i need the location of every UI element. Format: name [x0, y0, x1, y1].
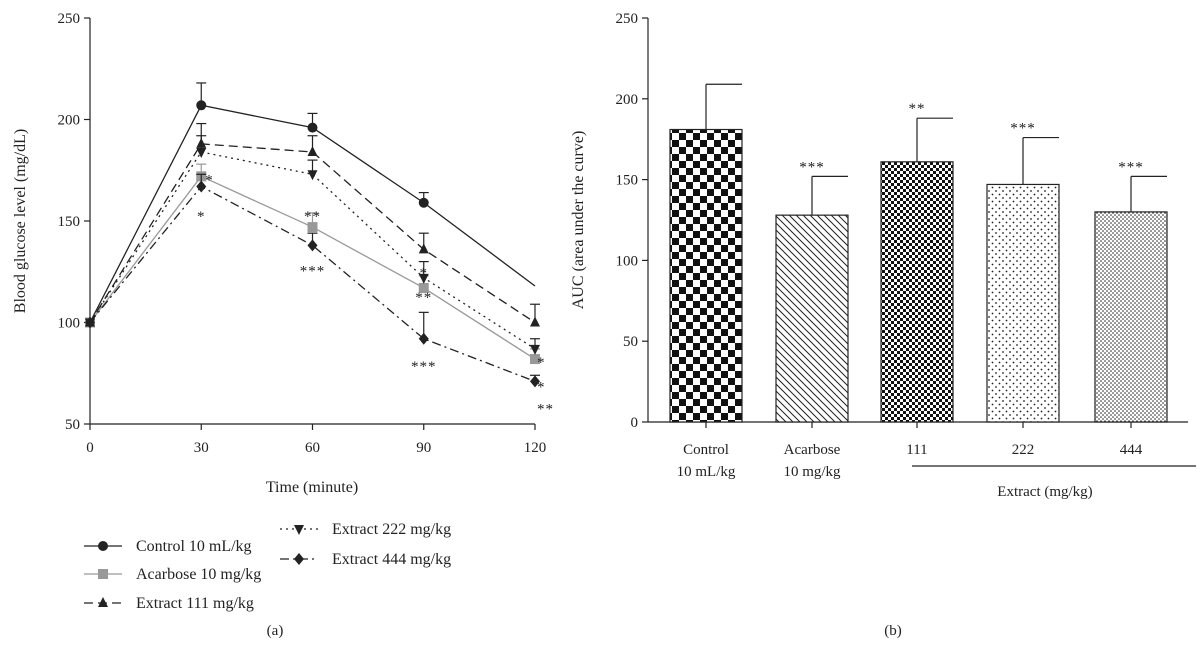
significance-label: *	[537, 355, 546, 371]
legend-label: Extract 111 mg/kg	[136, 595, 254, 612]
y-tick-label: 250	[616, 11, 639, 27]
significance-label: *	[420, 266, 429, 282]
y-tick-label: 150	[616, 173, 639, 189]
bar-group: ***	[775, 159, 849, 423]
series-circle	[85, 82, 536, 328]
bar	[986, 183, 1060, 423]
legend-item: Control 10 mL/kg	[84, 538, 252, 555]
significance-label: ***	[1010, 121, 1036, 137]
significance-label: **	[304, 209, 321, 225]
legend-label: Acarbose 10 mg/kg	[136, 566, 261, 583]
x-tick-label: 0	[86, 440, 94, 456]
legend-label: Extract 222 mg/kg	[332, 521, 451, 538]
data-point	[530, 316, 540, 327]
data-point	[307, 122, 318, 133]
data-point	[196, 147, 207, 158]
bar-group: ***	[1094, 159, 1168, 423]
data-point	[418, 282, 429, 293]
legend-item: Extract 222 mg/kg	[280, 521, 451, 538]
legend-marker	[294, 525, 304, 535]
bar	[775, 214, 849, 423]
panel-label-b: (b)	[884, 623, 902, 639]
y-tick-label: 50	[65, 417, 80, 433]
x-tick-label: 10 mL/kg	[677, 464, 736, 480]
legend-item: Acarbose 10 mg/kg	[84, 566, 261, 583]
legend-label: Control 10 mL/kg	[136, 538, 252, 555]
y-tick-label: 150	[58, 214, 81, 230]
x-tick-label: 30	[194, 440, 209, 456]
significance-label: ***	[411, 359, 437, 375]
x-axis-label: Time (minute)	[266, 479, 358, 496]
data-point	[307, 222, 318, 233]
data-point	[307, 239, 318, 252]
significance-label: **	[537, 402, 554, 418]
data-point	[530, 344, 540, 355]
y-tick-label: 100	[58, 316, 81, 332]
y-tick-label: 50	[623, 334, 638, 350]
data-point	[307, 145, 318, 156]
series-diamond	[85, 173, 540, 388]
legend-marker	[294, 553, 304, 565]
data-point	[85, 316, 95, 329]
x-tick-label: 120	[524, 440, 547, 456]
x-tick-label: 10 mg/kg	[783, 464, 841, 480]
bar	[880, 161, 954, 423]
y-tick-label: 200	[58, 113, 81, 129]
panel-label-a: (a)	[267, 623, 284, 639]
significance-label: **	[415, 290, 432, 306]
data-point	[196, 180, 207, 193]
legend-marker	[98, 569, 108, 579]
y-axis-label: AUC (area under the curve)	[570, 131, 587, 310]
bar-chart-panel: 0 50 100 150 200 250 AUC (area under the curv…	[570, 11, 1196, 639]
legend-item: Extract 111 mg/kg	[84, 595, 254, 612]
significance-label: *	[197, 209, 206, 225]
series-line	[89, 143, 536, 324]
x-tick-label: Control	[683, 442, 729, 458]
legend: Control 10 mL/kg Acarbose 10 mg/kg Extract…	[84, 521, 451, 612]
x-tick-label: 60	[305, 440, 320, 456]
y-tick-label: 250	[58, 11, 81, 27]
bar-group: ***	[986, 121, 1060, 423]
legend-item: Extract 444 mg/kg	[280, 551, 451, 568]
y-tick-label: 200	[616, 92, 639, 108]
bar-group: **	[880, 101, 954, 423]
data-point	[418, 197, 429, 208]
bar-group	[669, 83, 743, 423]
legend-marker	[98, 597, 108, 607]
series-line	[89, 185, 536, 382]
legend-marker	[98, 541, 108, 551]
legend-label: Extract 444 mg/kg	[332, 551, 451, 568]
data-point	[307, 170, 318, 181]
data-point	[418, 332, 429, 345]
x-tick-label: 222	[1012, 442, 1035, 458]
x-tick-label: 111	[906, 442, 927, 458]
significance-label: *	[205, 172, 214, 188]
data-point	[530, 375, 540, 388]
significance-label: ***	[300, 264, 326, 280]
significance-label: ***	[1118, 159, 1144, 175]
x-tick-label: Acarbose	[784, 442, 841, 458]
significance-label: **	[909, 101, 926, 117]
data-point	[418, 243, 429, 254]
data-point	[530, 354, 540, 365]
significance-label: *	[537, 379, 546, 395]
y-tick-label: 100	[616, 253, 639, 269]
y-tick-label: 0	[631, 415, 639, 431]
line-chart-panel: 50 100 150 200 250 0 30 60 90 120 Blood glucose …	[12, 11, 554, 639]
extract-group-label: Extract (mg/kg)	[997, 484, 1092, 500]
y-axis-label: Blood glucose level (mg/dL)	[12, 129, 29, 313]
bar	[669, 128, 743, 423]
data-point	[196, 100, 207, 111]
x-tick-label: 90	[416, 440, 431, 456]
significance-label: ***	[799, 159, 825, 175]
x-tick-label: 444	[1120, 442, 1143, 458]
bar	[1094, 211, 1168, 423]
data-point	[418, 273, 429, 284]
